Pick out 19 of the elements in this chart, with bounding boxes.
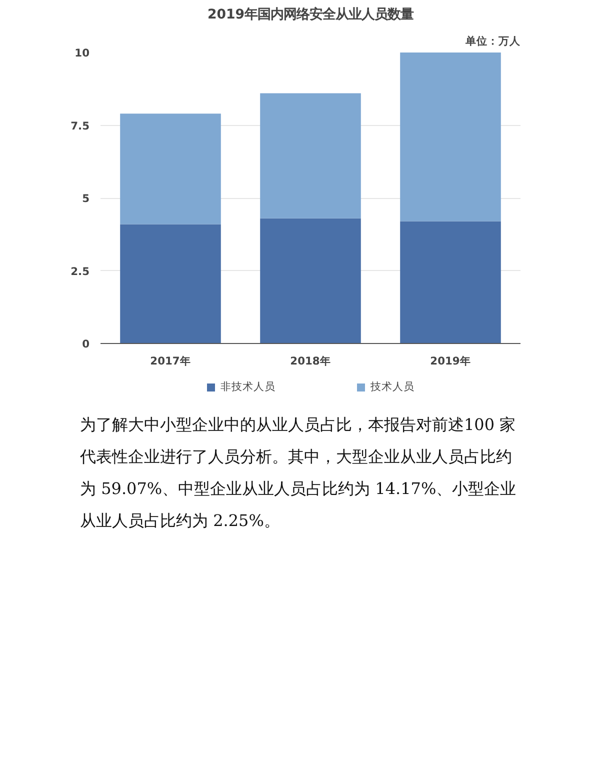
x-tick-label: 2017年 xyxy=(150,354,191,368)
y-tick-label: 2.5 xyxy=(70,264,90,278)
text: 单位：万人 xyxy=(464,34,522,48)
x-tick-label: 2019年 xyxy=(430,354,471,368)
y-tick-label: 5 xyxy=(82,192,90,205)
text: 为了解大中小型企业中的从业人员占比，本报告对前述100 家代表性企业进行了人员分析。其中，大型企业从业人员占比约为 59.07%、中型企业从业人员占比约为 14.17%、小型企业从业人员占比约为 2.25%。 xyxy=(80,414,518,532)
y-tick-label: 10 xyxy=(74,46,90,60)
bar xyxy=(400,221,501,344)
y-tick-label: 7.5 xyxy=(70,119,90,132)
bar xyxy=(120,224,221,344)
bar xyxy=(120,114,221,224)
legend-label: 技术人员 xyxy=(370,380,414,394)
legend-label: 非技术人员 xyxy=(220,380,276,394)
x-tick-label: 2018年 xyxy=(290,354,331,368)
chart-title: 2019年国内网络安全从业人员数量 xyxy=(207,6,414,22)
bar xyxy=(400,52,501,222)
y-tick-label: 0 xyxy=(82,338,90,350)
bar xyxy=(260,218,361,344)
bar xyxy=(260,93,361,218)
